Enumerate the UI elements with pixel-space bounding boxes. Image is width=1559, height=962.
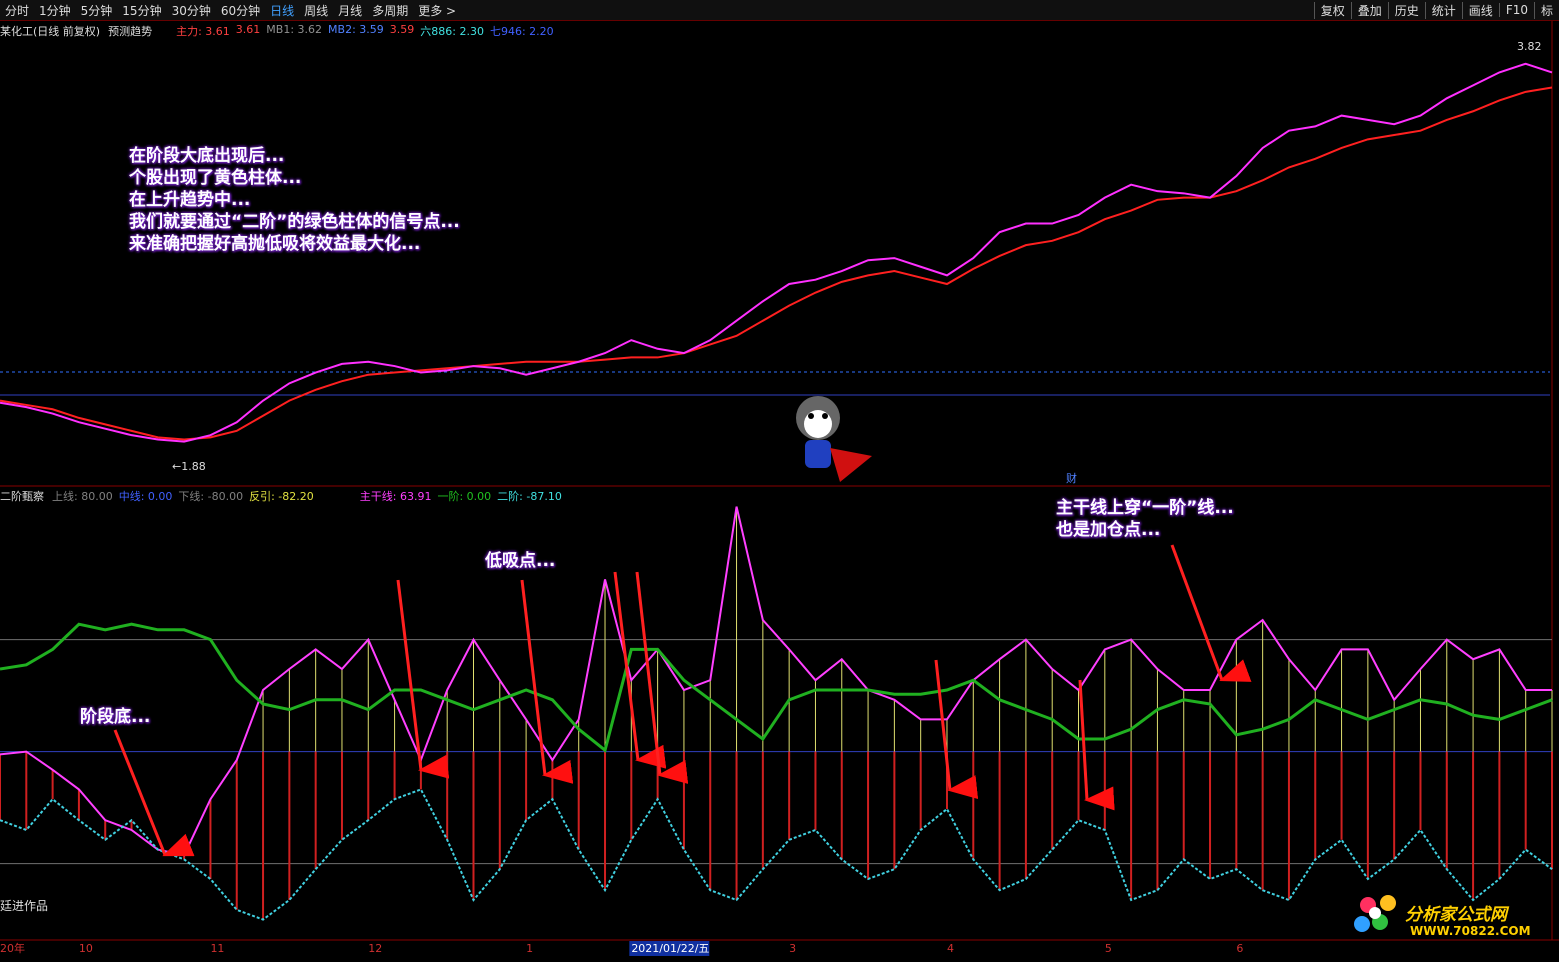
x-tick-label: 12: [368, 942, 382, 955]
period-tab[interactable]: 周线: [304, 3, 329, 18]
date-highlight: [629, 941, 710, 956]
tool-button[interactable]: 标: [1533, 1, 1559, 19]
indicator-item: 反引: -82.20: [249, 490, 314, 503]
indicator-items: 上线: 80.00 中线: 0.00 下线: -80.00 反引: -82.20 主干线…: [52, 488, 562, 504]
intro-note: 在阶段大底出现后... 个股出现了黄色柱体... 在上升趋势中... 我们就要通…: [129, 145, 460, 255]
add-note: 主干线上穿“一阶”线... 也是加仓点...: [1056, 497, 1234, 541]
note-line: 来准确把握好高抛低吸将效益最大化...: [129, 234, 421, 254]
tool-button[interactable]: 统计: [1424, 1, 1462, 19]
period-tab[interactable]: 30分钟: [171, 3, 211, 18]
period-tab[interactable]: 15分钟: [122, 3, 162, 18]
note-line: 在上升趋势中...: [129, 190, 251, 210]
tool-button[interactable]: 画线: [1461, 1, 1499, 19]
series-line: [0, 622, 1553, 753]
series-line: [0, 86, 1553, 441]
x-tick-label: 4: [947, 942, 954, 955]
period-tab[interactable]: 5分钟: [80, 3, 113, 18]
bottom-note: 阶段底...: [80, 707, 151, 727]
buy-note: 低吸点...: [485, 551, 556, 571]
cai: 财: [1066, 472, 1077, 485]
note-line: 我们就要通过“二阶”的绿色柱体的信号点...: [129, 212, 460, 232]
info-item: 3.61: [235, 23, 261, 36]
stock: 某化工(日线 前复权): [0, 25, 101, 38]
series-line: [0, 788, 1553, 921]
period-tab[interactable]: 日线: [270, 3, 295, 18]
info-item: MB1: 3.62: [266, 23, 323, 36]
info-row: 某化工(日线 前复权) 预测趋势 主力: 3.61 3.61 MB1: 3.62 MB…: [0, 23, 554, 39]
x-tick-label: 3: [789, 942, 796, 955]
note-line: 个股出现了黄色柱体...: [129, 168, 302, 188]
info-items: 主力: 3.61 3.61 MB1: 3.62 MB2: 3.59 3.59 六886: …: [176, 23, 554, 39]
tool-button[interactable]: 叠加: [1350, 1, 1388, 19]
x-tick-label: 1: [526, 942, 533, 955]
indicator-row: 二阶甄察 上线: 80.00 中线: 0.00 下线: -80.00 反引: -82.…: [0, 488, 562, 504]
note-line: 也是加仓点...: [1056, 520, 1161, 540]
forecast[interactable]: 预测趋势: [108, 25, 153, 38]
indicator-name: 二阶甄察: [0, 490, 44, 503]
x-tick-label: 20年: [0, 941, 25, 955]
tool-button[interactable]: 复权: [1313, 1, 1351, 19]
indicator-item: 二阶: -87.10: [497, 490, 562, 503]
period-tab[interactable]: 分时: [5, 3, 30, 18]
x-tick-label: 6: [1236, 942, 1243, 955]
indicator-item: 主干线: 63.91: [359, 490, 432, 503]
high-label: 3.82: [1517, 40, 1542, 53]
tool-button[interactable]: 历史: [1387, 1, 1425, 19]
series-line: [0, 62, 1553, 443]
low-label: ←1.88: [172, 460, 206, 473]
info-item: 3.59: [389, 23, 415, 36]
x-tick-label: 11: [210, 942, 224, 955]
x-tick-label: 5: [1105, 942, 1112, 955]
toolbar: 分时 1分钟 5分钟 15分钟 30分钟 60分钟 日线 周线 月线 多周期 更多 >: [0, 0, 1559, 21]
note-line: 主干线上穿“一阶”线...: [1056, 498, 1234, 518]
indicator-item: 中线: 0.00: [118, 490, 173, 503]
info-item: 六886: 2.30: [420, 25, 484, 38]
indicator-item: 下线: -80.00: [178, 490, 244, 503]
logo-url: WWW.70822.COM: [1410, 924, 1531, 938]
author: 廷进作品: [0, 899, 49, 913]
period-tab[interactable]: 更多 >: [418, 3, 457, 18]
tool-button[interactable]: F10: [1498, 3, 1534, 17]
period-tab[interactable]: 多周期: [372, 3, 409, 18]
logo: 分析家公式网: [1405, 905, 1507, 925]
period-tab[interactable]: 60分钟: [220, 3, 261, 18]
period-tab[interactable]: 1分钟: [39, 3, 71, 18]
note-line: 在阶段大底出现后...: [129, 146, 285, 166]
period-tab[interactable]: 月线: [338, 3, 363, 18]
series-line: [0, 506, 1552, 857]
info-item: 主力: 3.61: [176, 25, 230, 38]
x-tick-label: 10: [79, 942, 93, 955]
tools: 复权 叠加 历史 统计 画线 F10 标: [1313, 0, 1559, 20]
indicator-item: 上线: 80.00: [52, 490, 113, 503]
info-item: MB2: 3.59: [328, 23, 384, 36]
indicator-item: 一阶: 0.00: [437, 490, 492, 503]
info-item: 七946: 2.20: [489, 25, 554, 38]
x-tick-label: 2021/01/22/五: [631, 942, 709, 955]
